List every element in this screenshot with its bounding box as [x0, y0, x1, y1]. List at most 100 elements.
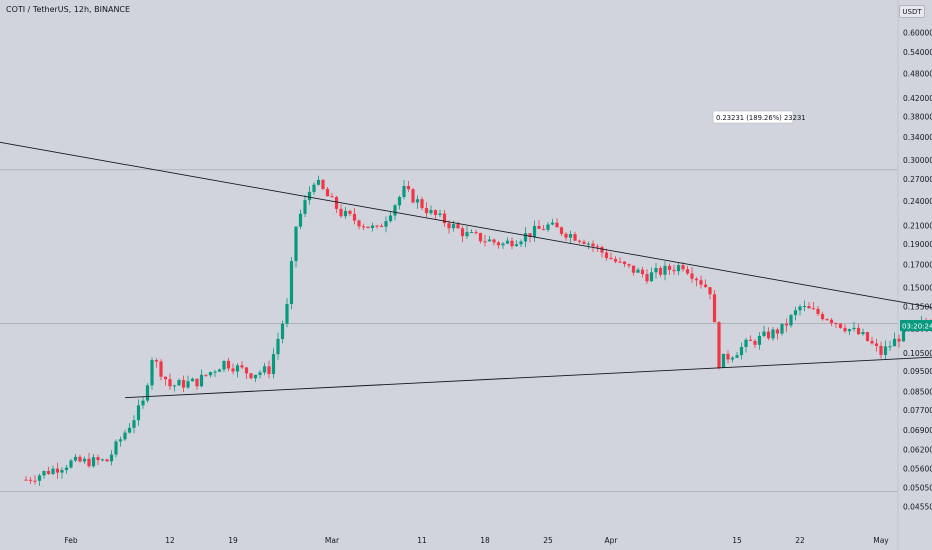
candle[interactable]	[244, 366, 249, 379]
candle[interactable]	[492, 238, 496, 246]
candle[interactable]	[150, 357, 154, 390]
candle[interactable]	[285, 298, 289, 328]
candle[interactable]	[757, 332, 762, 350]
candle[interactable]	[690, 267, 694, 283]
candle[interactable]	[519, 239, 523, 248]
candle[interactable]	[240, 361, 244, 370]
candle[interactable]	[177, 378, 181, 386]
candle[interactable]	[685, 265, 690, 276]
candle[interactable]	[420, 197, 424, 211]
candle[interactable]	[258, 369, 262, 379]
candle[interactable]	[816, 306, 820, 317]
candle[interactable]	[114, 439, 118, 458]
candle[interactable]	[672, 264, 676, 275]
candle[interactable]	[235, 363, 240, 378]
candle[interactable]	[744, 337, 748, 353]
candle[interactable]	[321, 178, 325, 191]
candle[interactable]	[865, 331, 870, 342]
candle[interactable]	[294, 226, 298, 268]
candle[interactable]	[730, 356, 735, 363]
candle[interactable]	[132, 415, 136, 434]
candle[interactable]	[46, 466, 51, 475]
candle[interactable]	[154, 358, 159, 368]
candle[interactable]	[780, 323, 784, 336]
candle[interactable]	[676, 262, 681, 276]
candle[interactable]	[802, 300, 807, 312]
candle[interactable]	[199, 369, 204, 388]
candle[interactable]	[861, 328, 865, 336]
candle[interactable]	[330, 192, 334, 198]
candle[interactable]	[631, 265, 636, 276]
candle[interactable]	[442, 209, 447, 227]
candle[interactable]	[501, 242, 505, 250]
candle[interactable]	[334, 195, 339, 214]
candle[interactable]	[586, 241, 591, 250]
candle[interactable]	[298, 209, 303, 230]
candle[interactable]	[609, 252, 613, 260]
candle[interactable]	[73, 453, 78, 462]
candle[interactable]	[33, 475, 37, 485]
candle[interactable]	[28, 476, 33, 485]
candle[interactable]	[411, 187, 415, 204]
candle[interactable]	[123, 429, 127, 441]
candle[interactable]	[577, 239, 582, 244]
candle[interactable]	[766, 327, 771, 341]
candle[interactable]	[748, 335, 753, 342]
candle[interactable]	[55, 462, 60, 479]
candle[interactable]	[667, 263, 672, 275]
candle[interactable]	[37, 473, 42, 486]
candle[interactable]	[532, 220, 537, 242]
candle[interactable]	[343, 207, 348, 219]
candle[interactable]	[523, 227, 528, 248]
candle[interactable]	[316, 175, 321, 186]
candle[interactable]	[366, 226, 370, 229]
candle[interactable]	[496, 240, 501, 249]
candle[interactable]	[289, 257, 294, 310]
candle[interactable]	[843, 324, 847, 334]
candle[interactable]	[429, 205, 433, 215]
currency-button[interactable]: USDT	[899, 5, 925, 18]
trendline-ascending-support[interactable]	[124, 351, 932, 399]
candle[interactable]	[712, 290, 717, 323]
candle[interactable]	[384, 216, 388, 233]
candle[interactable]	[172, 384, 177, 392]
candle[interactable]	[109, 450, 114, 466]
candle[interactable]	[379, 223, 384, 227]
candle[interactable]	[582, 239, 586, 245]
candle[interactable]	[424, 202, 429, 218]
candle[interactable]	[541, 224, 546, 231]
candle[interactable]	[798, 304, 802, 316]
candle[interactable]	[856, 323, 861, 336]
candle[interactable]	[186, 375, 190, 389]
candle[interactable]	[658, 266, 663, 278]
candle[interactable]	[847, 328, 852, 336]
candle[interactable]	[163, 376, 168, 386]
candle[interactable]	[775, 327, 780, 340]
candle[interactable]	[195, 378, 199, 390]
candle[interactable]	[537, 220, 541, 229]
candle[interactable]	[352, 208, 357, 225]
candle[interactable]	[892, 332, 897, 347]
candle[interactable]	[96, 454, 100, 465]
candle[interactable]	[267, 360, 271, 379]
candle[interactable]	[217, 368, 222, 372]
candle[interactable]	[388, 212, 393, 223]
candle[interactable]	[474, 229, 478, 235]
candle[interactable]	[397, 195, 402, 210]
candle[interactable]	[793, 306, 798, 321]
candle[interactable]	[838, 323, 843, 329]
candle[interactable]	[762, 325, 766, 338]
candle[interactable]	[505, 237, 510, 245]
candle[interactable]	[879, 341, 883, 359]
candle[interactable]	[69, 458, 73, 469]
candle[interactable]	[703, 279, 708, 288]
candle[interactable]	[654, 262, 658, 279]
candle[interactable]	[546, 222, 550, 232]
candle[interactable]	[811, 301, 816, 310]
candle[interactable]	[303, 195, 307, 218]
candle[interactable]	[312, 182, 316, 195]
candle[interactable]	[325, 186, 330, 197]
candle[interactable]	[375, 224, 379, 229]
candle[interactable]	[51, 465, 55, 476]
candle[interactable]	[190, 377, 195, 382]
